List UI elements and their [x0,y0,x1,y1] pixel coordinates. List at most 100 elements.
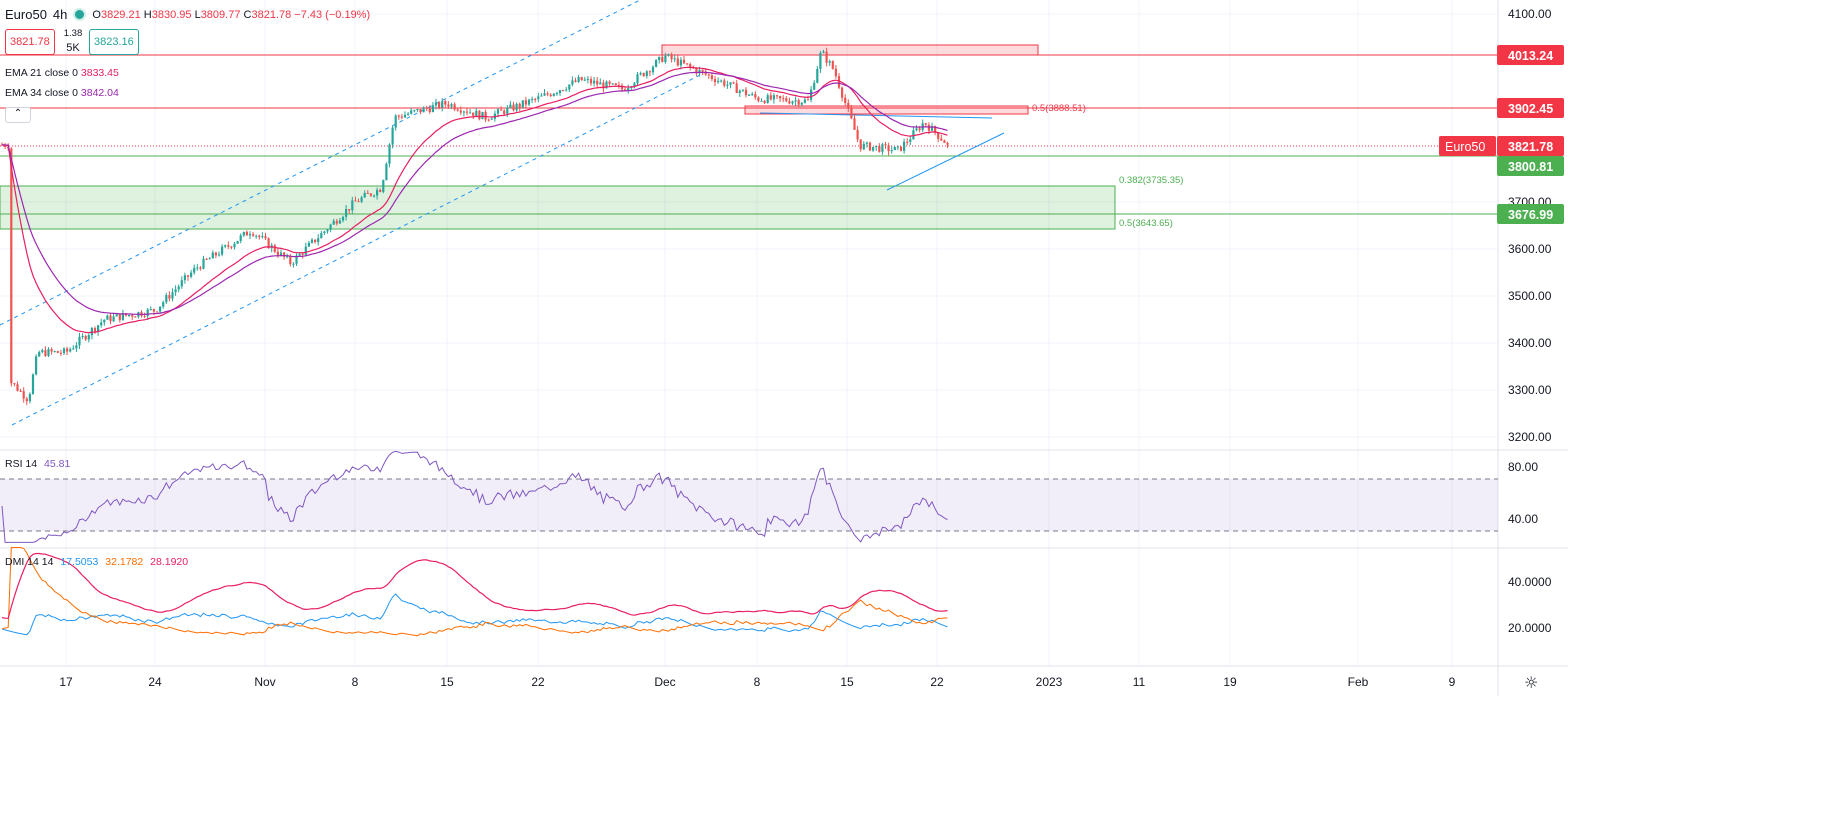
candle-body [506,107,509,114]
candle-body [667,54,670,56]
timeframe[interactable]: 4h [52,7,68,22]
candle-body [620,85,624,90]
candle-body [673,58,676,60]
candle-body [90,328,93,336]
candle-body [112,316,115,322]
sell-button[interactable]: 3821.78 [5,29,55,55]
candle-body [422,107,425,113]
candle-body [462,111,465,113]
candle-body [149,309,152,311]
volume-value: 5K [66,42,80,54]
candle-body [72,348,75,350]
dmi-legend[interactable]: DMI 14 14 17.5053 32.1782 28.1920 [5,556,188,568]
demand-zone[interactable] [0,185,1116,230]
ema21-legend[interactable]: EMA 21 close 0 3833.45 [5,67,119,79]
candle-body [81,335,84,337]
supply-zone-mid[interactable] [744,105,1029,115]
candle-body [115,314,118,317]
candle-body [283,252,286,257]
candle-body [428,108,431,113]
candle-body [639,73,642,75]
ema34-legend[interactable]: EMA 34 close 0 3842.04 [5,87,119,99]
candle-body [211,252,214,259]
candle-body [562,90,565,92]
candle-body [469,112,472,114]
candle-body [335,220,338,224]
candle-body [884,144,887,146]
candle-body [642,73,645,77]
candle-body [4,144,7,147]
candle-body [772,95,775,100]
candle-body [233,243,236,248]
candle-body [155,311,159,313]
symbol-name[interactable]: Euro50 [5,7,47,22]
candle-body [25,398,28,402]
time-tick: 22 [531,675,545,689]
candle-body [751,94,754,96]
chart-canvas[interactable]: 0.5(3888.51) 0.382(3735.35) 0.5(3643.65)… [0,0,1568,696]
candle-body [261,236,264,238]
candle-body [143,315,146,317]
rsi-line [1,450,948,543]
candle-body [738,90,741,94]
candle-body [825,51,828,63]
candle-body [946,142,949,145]
price-axis[interactable]: 4100.00 3700.00 3600.00 3500.00 3400.00 … [1508,7,1552,444]
candle-body [881,144,884,152]
candle-body [22,391,25,399]
candle-body [788,101,791,104]
settings-icon[interactable]: ☼ [1524,673,1538,692]
buy-button[interactable]: 3823.16 [89,29,139,55]
dmi-plus-line [1,593,948,636]
candle-body [450,104,453,107]
supply-zone-top[interactable] [661,44,1039,56]
candle-body [555,93,558,95]
candle-body [202,258,205,269]
collapse-legend-button[interactable]: ⌃ [5,107,31,123]
rsi-legend[interactable]: RSI 14 45.81 [5,458,70,470]
candle-body [757,97,760,101]
rsi-label: RSI 14 [5,458,38,470]
ema34-label: EMA 34 close 0 [5,87,78,99]
candle-body [50,349,53,352]
candle-body [558,90,562,94]
candle-body [794,100,797,102]
ema34-line [1,71,948,316]
candle-body [927,124,930,131]
resistance-trendline[interactable] [759,112,993,119]
candle-body [84,335,87,340]
candle-body [357,201,360,203]
candle-body [400,116,403,118]
candle-body [726,84,729,86]
candle-body [168,295,171,299]
candle-body [655,60,658,67]
candle-body [472,112,475,116]
candle-body [131,314,134,317]
candle-body [930,126,934,131]
candle-body [13,383,16,385]
time-axis[interactable]: 17 24 Nov 8 15 22 Dec 8 15 22 2023 11 19… [59,675,1455,689]
candle-body [245,231,248,236]
candle-body [878,145,881,152]
time-tick: 15 [840,675,854,689]
candle-body [760,100,763,102]
badge-3902: 3902.45 [1508,102,1553,116]
candle-body [128,314,131,316]
candle-body [568,84,571,90]
dmi-adx-line [1,552,948,620]
candle-body [444,101,447,105]
candle-body [500,109,503,111]
trend-channel[interactable] [0,0,701,426]
support-trendline[interactable] [886,132,1005,191]
candle-body [816,68,819,83]
candle-body [419,109,422,113]
candle-body [593,80,596,84]
candle-body [676,58,679,66]
dmi-minus-value: 32.1782 [105,556,144,568]
candle-body [16,384,19,391]
candle-body [103,319,106,323]
candle-body [459,110,462,113]
candle-body [574,80,577,82]
candle-body [248,234,252,236]
time-tick: 15 [440,675,454,689]
